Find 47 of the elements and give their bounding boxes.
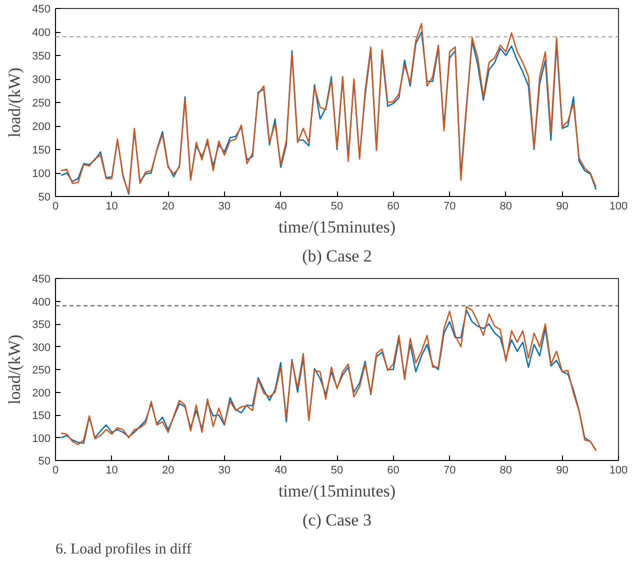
y-tick-label: 450: [32, 4, 51, 16]
x-tick-label: 10: [106, 464, 118, 476]
y-tick-label: 250: [32, 364, 51, 376]
y-tick-label: 150: [32, 410, 51, 422]
y-tick-label: 100: [32, 432, 51, 445]
x-tick-label: 20: [162, 200, 174, 212]
y-tick-label: 200: [32, 121, 51, 133]
x-tick-label: 90: [556, 464, 568, 476]
x-axis-title: time/(15minutes): [278, 482, 396, 500]
x-tick-label: 80: [500, 464, 512, 476]
y-axis-title: load/(kW): [5, 334, 24, 404]
text: (b) Case 2: [302, 246, 372, 266]
x-tick-label: 70: [443, 464, 456, 476]
y-tick-label: 50: [38, 456, 51, 468]
x-tick-label: 40: [274, 464, 287, 476]
x-tick-label: 100: [609, 464, 628, 476]
x-tick-label: 60: [387, 464, 400, 476]
y-tick-label: 350: [32, 50, 51, 62]
y-tick-label: 350: [32, 319, 51, 331]
y-tick-label: 100: [32, 168, 51, 180]
x-tick-label: 10: [106, 200, 118, 212]
x-tick-label: 30: [218, 200, 231, 212]
text: (c) Case 3: [302, 510, 372, 530]
y-tick-label: 300: [32, 342, 51, 354]
x-tick-label: 40: [274, 200, 287, 212]
y-tick-label: 400: [32, 27, 51, 39]
y-tick-label: 250: [32, 98, 51, 110]
x-tick-label: 60: [387, 200, 400, 212]
x-tick-label: 0: [52, 464, 59, 476]
x-tick-label: 100: [609, 200, 628, 212]
y-axis-title: load/(kW): [5, 68, 24, 138]
x-tick-label: 90: [556, 200, 568, 212]
x-tick-label: 20: [162, 464, 174, 476]
x-axis-title: time/(15minutes): [278, 218, 396, 236]
y-tick-label: 150: [32, 144, 51, 156]
x-tick-label: 70: [443, 200, 456, 212]
x-tick-label: 0: [52, 200, 59, 212]
x-tick-label: 50: [330, 464, 344, 476]
y-tick-label: 300: [32, 74, 51, 86]
y-tick-label: 50: [38, 192, 51, 204]
y-tick-label: 200: [32, 387, 51, 400]
y-tick-label: 450: [32, 274, 51, 286]
x-tick-label: 80: [500, 200, 512, 212]
x-tick-label: 30: [218, 464, 231, 476]
text: 6. Load profiles in diff: [56, 542, 192, 558]
y-tick-label: 400: [32, 296, 51, 308]
x-tick-label: 50: [330, 200, 344, 212]
